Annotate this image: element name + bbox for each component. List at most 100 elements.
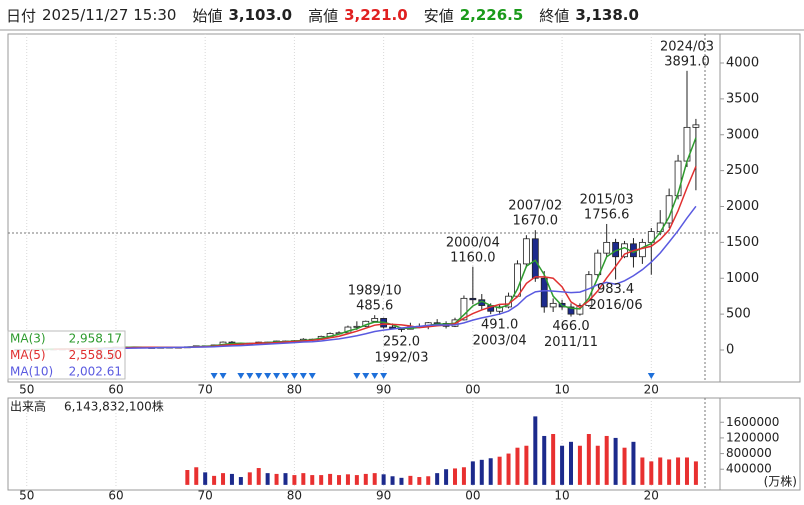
y-tick-label: 500 xyxy=(726,307,751,322)
x-tick-label: 70 xyxy=(198,489,213,503)
annotation-value: 1160.0 xyxy=(450,250,496,265)
annotation-value: 491.0 xyxy=(481,317,518,332)
volume-bar xyxy=(595,445,600,485)
y-tick-label: 4000 xyxy=(726,56,759,71)
candle-body xyxy=(522,238,530,265)
volume-bar xyxy=(301,473,306,485)
volume-bar xyxy=(444,469,449,485)
candle-body xyxy=(594,252,602,276)
x-tick-label: 80 xyxy=(287,383,302,397)
volume-bar xyxy=(203,472,208,485)
signal-marker xyxy=(264,373,272,379)
signal-marker xyxy=(647,373,655,379)
x-tick-label: 00 xyxy=(465,383,480,397)
legend-label: MA(5) xyxy=(10,348,46,362)
annotation-date: 2024/03 xyxy=(660,39,714,54)
annotation-value: 1756.6 xyxy=(584,207,630,222)
x-tick-label: 60 xyxy=(108,383,123,397)
volume-bar xyxy=(212,475,217,485)
volume-bar xyxy=(337,475,342,485)
annotation-value: 1670.0 xyxy=(513,214,559,229)
annotation-date: 1992/03 xyxy=(374,350,428,365)
annotation-date: 2007/02 xyxy=(508,199,562,214)
x-tick-label: 90 xyxy=(376,489,391,503)
x-tick-label: 50 xyxy=(19,489,34,503)
header-label: 始値 xyxy=(192,6,223,25)
volume-bar xyxy=(381,474,386,485)
x-tick-label: 10 xyxy=(554,383,569,397)
volume-bar xyxy=(345,474,350,485)
volume-bar xyxy=(435,473,440,485)
x-tick-label: 60 xyxy=(108,489,123,503)
volume-bar xyxy=(515,447,520,485)
legend-value: 2,002.61 xyxy=(69,365,122,379)
signal-marker xyxy=(210,373,218,379)
annotation-date: 2011/11 xyxy=(544,335,598,350)
volume-bar xyxy=(577,445,582,485)
annotation-date: 2016/06 xyxy=(589,298,643,313)
volume-y-tick-label: 400000 xyxy=(726,462,772,476)
volume-bar xyxy=(453,468,458,485)
legend-label: MA(10) xyxy=(10,365,53,379)
candle-body xyxy=(460,297,468,321)
signal-marker xyxy=(290,373,298,379)
volume-bar xyxy=(622,447,627,485)
signal-marker xyxy=(362,373,370,379)
volume-total: 6,143,832,100株 xyxy=(64,399,164,414)
volume-bar xyxy=(426,476,431,485)
volume-bar xyxy=(604,435,609,485)
header-label: 終値 xyxy=(539,6,570,25)
header-value: 2,226.5 xyxy=(459,6,524,24)
volume-bar xyxy=(658,457,663,485)
volume-bar xyxy=(497,456,502,485)
y-tick-label: 2500 xyxy=(726,163,759,178)
candle-body xyxy=(549,302,557,308)
candle-body xyxy=(674,160,682,197)
volume-bar xyxy=(640,457,645,485)
annotation-value: 485.6 xyxy=(356,299,393,314)
volume-bar xyxy=(354,475,359,485)
signal-marker xyxy=(281,373,289,379)
candle-body xyxy=(621,243,628,258)
legend-box xyxy=(7,330,126,380)
candle-body xyxy=(531,238,539,279)
volume-y-tick-label: 1200000 xyxy=(726,430,779,444)
volume-bar xyxy=(256,468,261,485)
volume-bar xyxy=(560,445,565,485)
volume-bar xyxy=(408,475,413,485)
x-tick-label: 50 xyxy=(19,383,34,397)
candle-body xyxy=(540,277,548,308)
volume-bar xyxy=(399,477,404,485)
legend-value: 2,958.17 xyxy=(69,332,122,346)
y-tick-label: 2000 xyxy=(726,199,759,214)
candle-body xyxy=(496,306,504,312)
volume-bar xyxy=(613,437,618,485)
annotation-date: 1989/10 xyxy=(348,284,402,299)
volume-bar xyxy=(479,459,484,485)
volume-bar xyxy=(390,476,395,485)
signal-marker xyxy=(308,373,316,379)
signal-marker xyxy=(219,373,227,379)
volume-bar xyxy=(229,473,234,485)
candle-body xyxy=(692,124,700,128)
volume-bar xyxy=(524,445,529,485)
volume-bar xyxy=(363,473,368,485)
volume-bar xyxy=(667,459,672,485)
volume-bar xyxy=(533,416,538,485)
volume-bar xyxy=(319,475,324,485)
volume-bar xyxy=(283,473,288,485)
volume-bar xyxy=(586,434,591,485)
legend-value: 2,558.50 xyxy=(69,348,122,362)
annotation-value: 3891.0 xyxy=(664,54,710,69)
candle-body xyxy=(469,297,477,301)
volume-bar xyxy=(693,461,698,485)
volume-bar xyxy=(568,441,573,485)
header-label: 高値 xyxy=(308,6,339,25)
volume-unit: (万株) xyxy=(764,474,797,489)
y-tick-label: 3500 xyxy=(726,91,759,106)
y-tick-label: 1500 xyxy=(726,235,759,250)
volume-bar xyxy=(631,441,636,485)
volume-bar xyxy=(274,473,279,485)
header-value: 3,221.0 xyxy=(344,6,408,24)
